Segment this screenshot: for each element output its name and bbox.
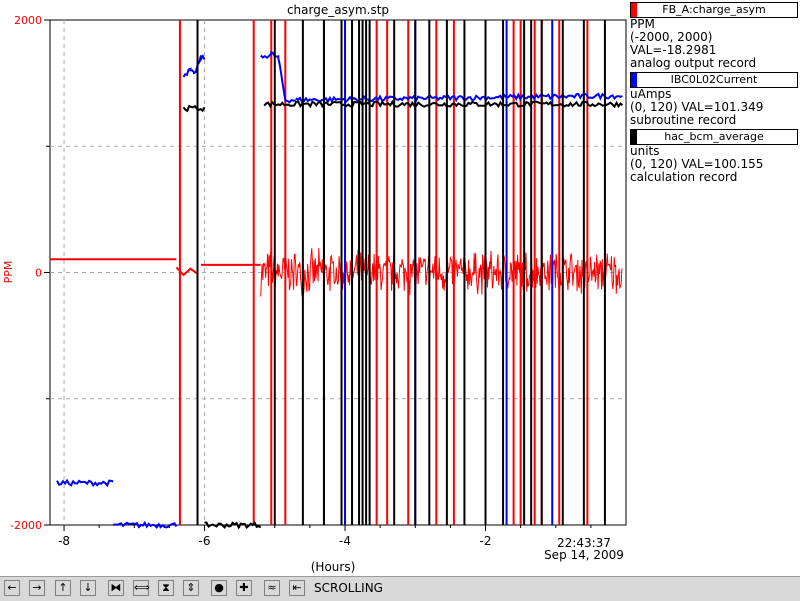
series-line [175,266,199,277]
back-button[interactable]: ⇤ [289,580,305,596]
legend-record-type: subroutine record [630,113,737,127]
y-tick-label: 2000 [14,14,42,27]
legend-title-box[interactable]: FB_A:charge_asym [630,2,798,18]
series-line [113,520,178,530]
legend-units: PPM [630,17,655,31]
axes: -8 -6 -4 -2 2000 0 -2000 [10,14,592,548]
x-axis-label: (Hours) [311,560,356,574]
series-line [204,521,262,530]
zoom-in-x-button[interactable]: ⧓ [108,580,124,596]
x-tick-label: -2 [480,534,492,548]
scroll-left-button[interactable]: ← [4,580,20,596]
x-tick-label: -6 [199,534,211,548]
center-button[interactable]: ● [211,580,227,596]
legend-entry-charge-asym[interactable]: FB_A:charge_asym PPM (-2000, 2000) VAL=-… [628,2,800,70]
legend-entry-hac-bcm-average[interactable]: hac_bcm_average units (0, 120) VAL=100.1… [628,129,800,184]
autoscale-button[interactable]: ≈ [264,580,280,596]
date-label: Sep 14, 2009 [544,548,624,562]
legend-title-box[interactable]: hac_bcm_average [630,129,798,145]
series-line [260,51,296,104]
x-tick-label: -8 [58,534,70,548]
legend-record-type: calculation record [630,170,738,184]
series-line [260,248,623,297]
chart-title: charge_asym.stp [287,3,389,17]
time-label: 22:43:37 [557,536,611,550]
series-line [295,92,623,104]
legend-swatch-black [631,130,637,144]
mode-label: SCROLLING [314,581,383,595]
strip-chart: charge_asym.stp -8 -6 -4 -2 2000 0 -2000 PPM (… [2,3,627,574]
legend-entry-ibc0l02-current[interactable]: IBC0L02Current uAmps (0, 120) VAL=101.34… [628,72,800,127]
legend-range-value: (0, 120) VAL=101.349 [630,100,764,114]
legend-swatch-blue [631,73,637,87]
x-tick-label: -4 [339,534,351,548]
legend-range-value: (-2000, 2000) VAL=-18.2981 [630,30,717,57]
legend-record-type: analog output record [630,56,757,70]
series-line [182,104,206,113]
zoom-in-y-button[interactable]: ⧗ [158,580,174,596]
legend-units: uAmps [630,87,672,101]
y-tick-label: -2000 [10,519,42,532]
legend-title-box[interactable]: IBC0L02Current [630,72,798,88]
legend-name: FB_A:charge_asym [662,3,766,16]
scroll-down-button[interactable]: ↓ [80,580,96,596]
grid-lines [50,20,626,525]
legend-swatch-red [631,3,637,17]
legend-panel: FB_A:charge_asym PPM (-2000, 2000) VAL=-… [628,0,800,184]
series-hac-bcm-average [182,20,624,530]
scroll-right-button[interactable]: → [29,580,45,596]
scroll-up-button[interactable]: ↑ [55,580,71,596]
legend-units: units [630,144,660,158]
toolbar: ← → ↑ ↓ ⧓ ⟺ ⧗ ⇕ ● ✚ ≈ ⇤ SCROLLING [0,576,800,601]
y-axis-label: PPM [2,261,15,284]
series-line [56,478,114,488]
add-button[interactable]: ✚ [236,580,252,596]
zoom-out-y-button[interactable]: ⇕ [183,580,199,596]
legend-name: hac_bcm_average [664,130,764,143]
legend-range-value: (0, 120) VAL=100.155 [630,157,764,171]
series-layer [50,20,624,530]
series-line [263,99,624,109]
zoom-out-x-button[interactable]: ⟺ [133,580,150,596]
series-line [182,54,206,78]
legend-name: IBC0L02Current [670,73,758,86]
y-tick-label: 0 [35,267,42,280]
